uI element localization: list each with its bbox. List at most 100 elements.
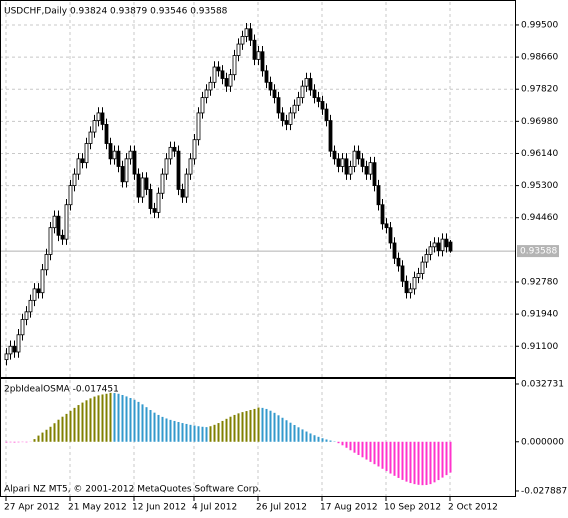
candle-body: [260, 51, 265, 72]
candle-body: [84, 143, 89, 164]
candle-body: [292, 104, 297, 114]
candle-body: [276, 97, 281, 114]
y-tick-label: 0.98660: [521, 53, 558, 63]
candle-body: [232, 55, 237, 76]
candle-body: [176, 150, 181, 190]
candle-body: [8, 345, 13, 355]
candle-body: [296, 97, 301, 106]
candle-body: [424, 254, 429, 263]
candle-body: [120, 166, 125, 183]
candle-body: [44, 254, 49, 271]
candle-body: [380, 204, 385, 225]
candle-body: [348, 166, 353, 175]
annotation: Alpari NZ MT5, © 2001-2012 MetaQuotes So…: [4, 485, 261, 495]
candle-body: [392, 242, 397, 259]
panel-frame: [0, 0, 516, 378]
candle-body: [136, 173, 141, 198]
candle-body: [224, 78, 229, 87]
candle-body: [228, 74, 233, 87]
candle-body: [112, 150, 117, 160]
candle-body: [92, 120, 97, 133]
candle-body: [432, 242, 437, 248]
candle-body: [40, 269, 45, 294]
y-tick-label: 0.96980: [521, 117, 558, 127]
x-tick-label: 27 Apr 2012: [4, 503, 60, 513]
candle-body: [24, 311, 29, 320]
candle-body: [340, 158, 345, 167]
candle-body: [300, 85, 305, 99]
candle-body: [88, 131, 93, 144]
candle-body: [240, 36, 245, 45]
candle-body: [48, 227, 53, 255]
candle-body: [196, 112, 201, 141]
candle-body: [288, 112, 293, 125]
candle-body: [204, 89, 209, 99]
candle-body: [368, 162, 373, 175]
y-tick-label: 0.91100: [521, 342, 558, 352]
candle-body: [52, 215, 57, 229]
candle-body: [320, 101, 325, 110]
candle-body: [384, 223, 389, 229]
candle-body: [152, 208, 157, 213]
candle-body: [264, 70, 269, 83]
y-tick-label: 0.000000: [521, 437, 564, 447]
candle-body: [220, 70, 225, 79]
candle-body: [332, 150, 337, 160]
candle-body: [312, 89, 317, 99]
candle-body: [304, 78, 309, 87]
candle-body: [412, 277, 417, 290]
candle-body: [128, 150, 133, 160]
candle-body: [440, 238, 445, 252]
candle-body: [104, 124, 109, 144]
candle-body: [200, 97, 205, 114]
candle-body: [164, 158, 169, 175]
candle-body: [116, 150, 121, 167]
candle-body: [252, 39, 257, 60]
last-price-box: [517, 245, 559, 258]
candle-body: [280, 112, 285, 121]
candle-body: [316, 97, 321, 102]
x-tick-label: 17 Aug 2012: [320, 503, 378, 513]
candle-body: [360, 158, 365, 167]
candle-body: [144, 177, 149, 190]
candle-body: [68, 185, 73, 206]
y-tick-label: 0.99500: [521, 20, 558, 30]
candle-body: [16, 334, 21, 353]
y-tick-label: 0.032731: [521, 380, 564, 390]
candle-body: [444, 238, 449, 248]
candle-body: [396, 257, 401, 267]
indicator-title: 2pbIdealOSMA -0.017451: [4, 385, 119, 395]
candle-body: [12, 345, 17, 353]
candle-body: [56, 215, 61, 236]
candle-body: [284, 120, 289, 125]
candle-body: [324, 108, 329, 121]
candle-body: [20, 319, 25, 336]
candle-body: [248, 28, 253, 41]
candle-body: [60, 234, 65, 240]
candle-body: [180, 189, 185, 198]
candle-body: [256, 51, 261, 60]
candle-body: [148, 189, 153, 209]
candle-body: [420, 261, 425, 274]
candle-body: [364, 166, 369, 175]
candle-body: [436, 242, 441, 252]
candle-body: [208, 81, 213, 91]
y-tick-label: 0.91940: [521, 310, 558, 320]
candle-body: [156, 192, 161, 213]
candle-body: [100, 112, 105, 125]
candle-body: [32, 288, 37, 301]
candle-body: [352, 150, 357, 167]
candle-body: [308, 78, 313, 91]
candle-body: [96, 112, 101, 121]
candle-body: [80, 158, 85, 164]
candle-body: [408, 288, 413, 294]
candle-body: [72, 173, 77, 187]
candle-body: [416, 273, 421, 278]
candle-body: [108, 143, 113, 160]
candle-body: [160, 173, 165, 194]
x-tick-label: 21 May 2012: [68, 503, 127, 513]
candle-body: [36, 288, 41, 294]
candle-body: [4, 353, 9, 361]
